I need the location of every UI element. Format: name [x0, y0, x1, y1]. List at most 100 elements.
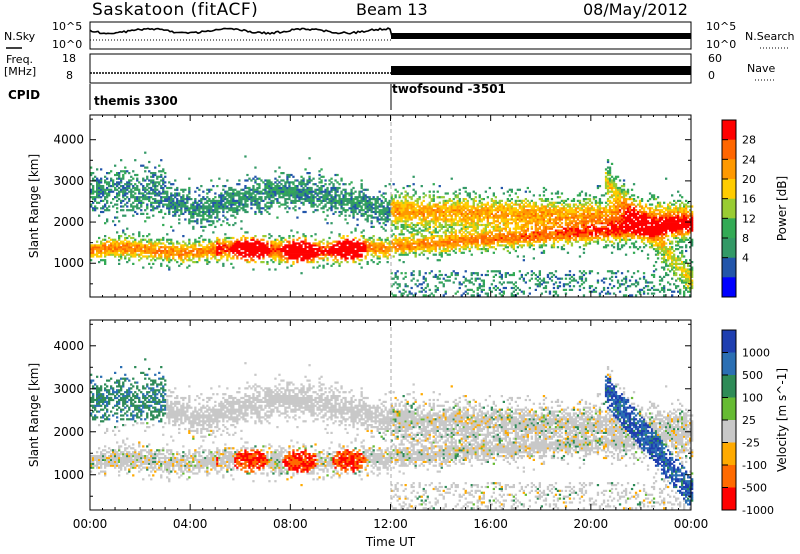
power-cell — [230, 240, 233, 243]
power-cell — [486, 203, 489, 206]
power-cell — [136, 198, 139, 201]
power-cell — [150, 238, 153, 241]
power-cell — [206, 210, 209, 214]
power-cell — [228, 248, 231, 251]
power-cell — [124, 166, 127, 169]
power-cell — [180, 201, 183, 204]
power-cell — [452, 244, 455, 247]
power-cell — [512, 214, 515, 217]
power-cell — [134, 253, 137, 256]
power-cell — [216, 240, 219, 243]
power-cell — [526, 210, 529, 214]
power-cell — [280, 261, 283, 264]
power-cell — [492, 279, 495, 282]
power-cell — [96, 246, 99, 249]
power-cell — [176, 199, 179, 202]
power-cell — [126, 236, 129, 240]
power-cell — [350, 242, 353, 245]
power-cell — [404, 212, 407, 215]
power-cell — [152, 242, 155, 245]
power-cell — [400, 203, 403, 206]
power-cell — [392, 210, 395, 214]
power-cell — [118, 220, 121, 223]
power-cell — [378, 255, 381, 258]
power-cell — [106, 248, 109, 251]
power-cell — [104, 190, 107, 193]
power-cell — [470, 207, 473, 210]
power-cell — [200, 201, 203, 204]
power-cell — [294, 257, 297, 260]
power-cell — [336, 186, 339, 190]
power-cell — [524, 201, 527, 204]
power-cell — [390, 249, 393, 253]
power-cell — [406, 244, 409, 247]
power-cell — [458, 229, 461, 232]
power-cell — [476, 233, 479, 236]
power-cell — [314, 188, 317, 191]
power-cell — [434, 229, 437, 232]
power-cell — [278, 166, 281, 169]
power-cell — [184, 249, 187, 253]
power-cell — [468, 222, 471, 225]
power-cell — [204, 225, 207, 228]
power-cell — [236, 251, 239, 254]
power-cell — [310, 246, 313, 249]
power-cell — [486, 220, 489, 223]
power-cell — [134, 242, 137, 245]
power-cell — [344, 214, 347, 217]
power-cell — [336, 261, 339, 264]
power-cell — [222, 244, 225, 247]
power-cell — [406, 225, 409, 228]
power-cell — [348, 201, 351, 204]
power-cell — [326, 194, 329, 197]
power-cell — [372, 207, 375, 210]
power-cell — [286, 246, 289, 249]
power-cell — [506, 272, 509, 275]
power-cell — [198, 255, 201, 258]
power-cell — [454, 251, 457, 254]
power-cell — [102, 192, 105, 195]
power-cell — [452, 222, 455, 225]
power-cell — [324, 203, 327, 206]
power-cell — [192, 261, 195, 264]
power-cell — [332, 212, 335, 215]
power-cell — [288, 236, 291, 240]
power-cell — [530, 225, 533, 228]
power-cell — [536, 240, 539, 243]
power-cell — [302, 259, 305, 262]
power-cell — [300, 175, 303, 178]
power-cell — [476, 220, 479, 223]
power-cell — [428, 294, 431, 297]
power-cell — [520, 210, 523, 214]
power-cell — [300, 194, 303, 197]
power-cell — [472, 210, 475, 214]
power-cell — [234, 207, 237, 210]
power-cell — [200, 244, 203, 247]
power-cell — [202, 246, 205, 249]
power-cell — [346, 201, 349, 204]
power-cell — [132, 194, 135, 197]
power-cell — [232, 210, 235, 214]
power-cell — [98, 196, 101, 199]
power-cell — [486, 212, 489, 215]
power-cell — [518, 214, 521, 217]
power-cell — [434, 285, 437, 288]
power-cell — [198, 249, 201, 253]
power-cell — [420, 290, 423, 293]
power-cell — [364, 212, 367, 215]
power-cell — [238, 244, 241, 247]
power-cell — [398, 242, 401, 245]
power-cell — [272, 196, 275, 199]
power-cell — [264, 249, 267, 253]
power-cell — [178, 242, 181, 245]
power-cell — [112, 240, 115, 243]
power-cell — [92, 207, 95, 210]
power-cell — [512, 220, 515, 223]
power-cell — [446, 199, 449, 202]
power-cell — [290, 181, 293, 184]
power-cell — [244, 231, 247, 234]
power-cell — [354, 236, 357, 240]
power-cell — [114, 244, 117, 247]
power-cell — [300, 181, 303, 184]
power-cell — [426, 248, 429, 251]
